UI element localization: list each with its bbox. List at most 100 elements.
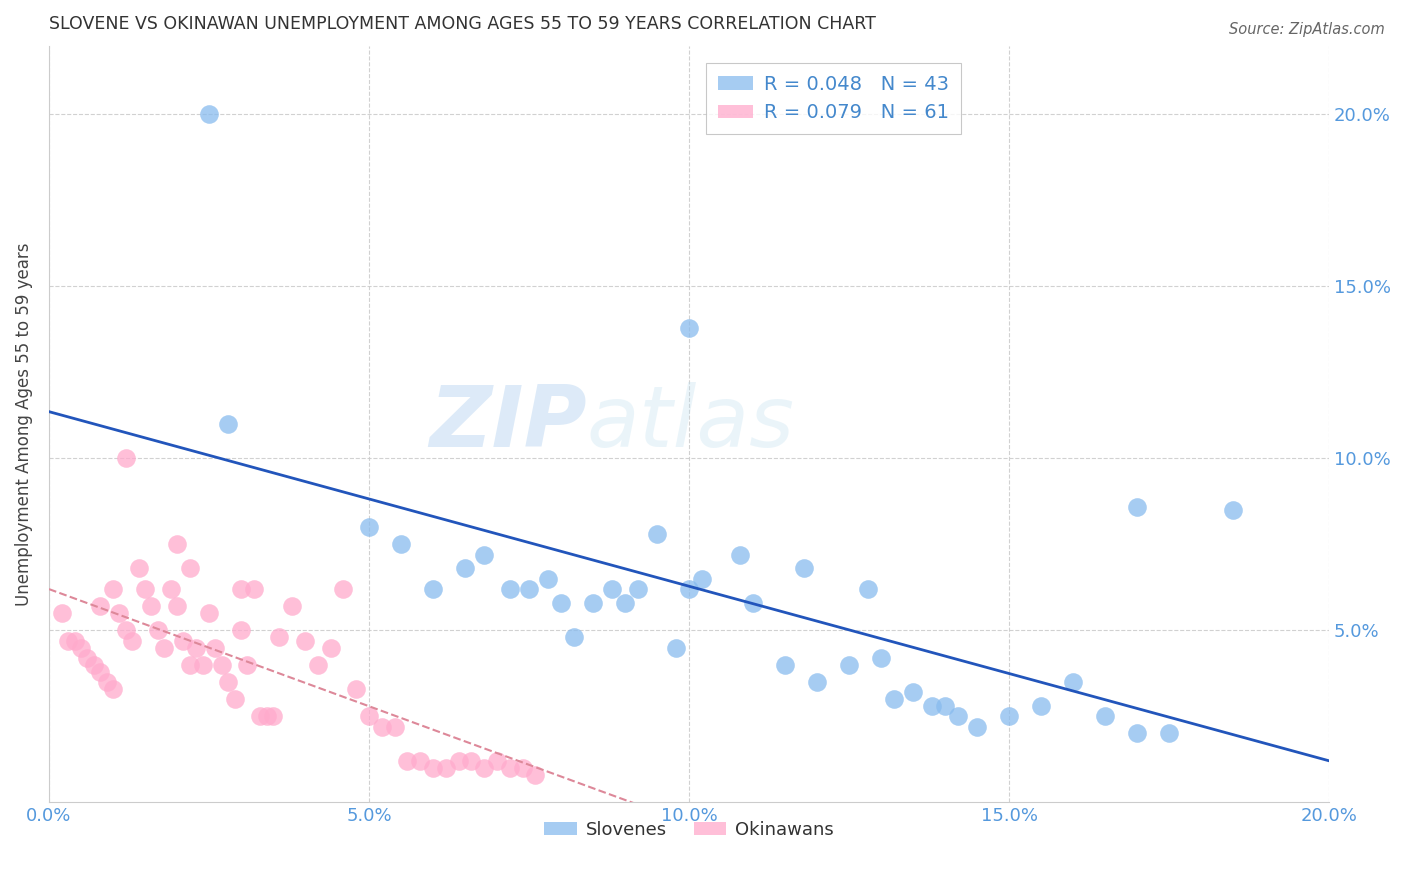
Point [934,698,956,713]
Point [357,520,380,534]
Point [396,754,419,768]
Legend: Slovenes, Okinawans: Slovenes, Okinawans [537,814,841,847]
Point [858,582,880,596]
Point [1126,726,1149,740]
Point [121,633,143,648]
Point [294,633,316,648]
Point [186,640,208,655]
Point [371,720,394,734]
Point [166,599,188,614]
Point [517,582,540,596]
Point [998,709,1021,723]
Point [229,582,252,596]
Point [690,572,713,586]
Point [537,572,560,586]
Point [114,624,136,638]
Point [70,640,93,655]
Point [256,709,278,723]
Point [730,548,752,562]
Point [665,640,688,655]
Point [108,606,131,620]
Point [1222,503,1244,517]
Point [409,754,432,768]
Point [269,630,291,644]
Point [389,537,412,551]
Point [773,657,796,672]
Point [422,761,444,775]
Point [512,761,534,775]
Point [249,709,271,723]
Point [550,596,572,610]
Point [1094,709,1116,723]
Point [422,582,444,596]
Point [153,640,176,655]
Point [236,657,259,672]
Point [319,640,342,655]
Point [1126,500,1149,514]
Text: Source: ZipAtlas.com: Source: ZipAtlas.com [1229,22,1385,37]
Point [134,582,156,596]
Point [600,582,623,596]
Point [1062,674,1084,689]
Point [447,754,470,768]
Point [806,674,828,689]
Point [486,754,509,768]
Point [627,582,650,596]
Point [472,548,495,562]
Point [159,582,181,596]
Point [357,709,380,723]
Point [211,657,233,672]
Point [281,599,304,614]
Text: SLOVENE VS OKINAWAN UNEMPLOYMENT AMONG AGES 55 TO 59 YEARS CORRELATION CHART: SLOVENE VS OKINAWAN UNEMPLOYMENT AMONG A… [49,15,876,33]
Point [678,320,700,334]
Point [83,657,105,672]
Point [344,681,367,696]
Point [141,599,163,614]
Point [307,657,329,672]
Point [499,761,522,775]
Point [56,633,79,648]
Point [946,709,969,723]
Point [204,640,226,655]
Point [454,561,477,575]
Point [838,657,860,672]
Point [645,527,668,541]
Point [172,633,194,648]
Text: atlas: atlas [586,383,794,466]
Point [51,606,73,620]
Point [89,665,111,679]
Point [101,681,124,696]
Point [243,582,266,596]
Point [146,624,169,638]
Point [89,599,111,614]
Point [179,561,201,575]
Point [966,720,988,734]
Point [1029,698,1052,713]
Point [76,650,98,665]
Point [742,596,765,610]
Point [499,582,522,596]
Point [678,582,700,596]
Point [229,624,252,638]
Point [434,761,457,775]
Point [198,107,221,121]
Point [96,674,118,689]
Point [217,674,239,689]
Point [614,596,637,610]
Text: ZIP: ZIP [429,383,586,466]
Point [332,582,354,596]
Point [262,709,284,723]
Point [384,720,406,734]
Point [793,561,815,575]
Point [901,685,924,699]
Point [870,650,893,665]
Point [1159,726,1181,740]
Point [217,417,239,431]
Point [921,698,943,713]
Point [198,606,221,620]
Point [562,630,585,644]
Point [224,692,246,706]
Point [101,582,124,596]
Point [472,761,495,775]
Point [128,561,150,575]
